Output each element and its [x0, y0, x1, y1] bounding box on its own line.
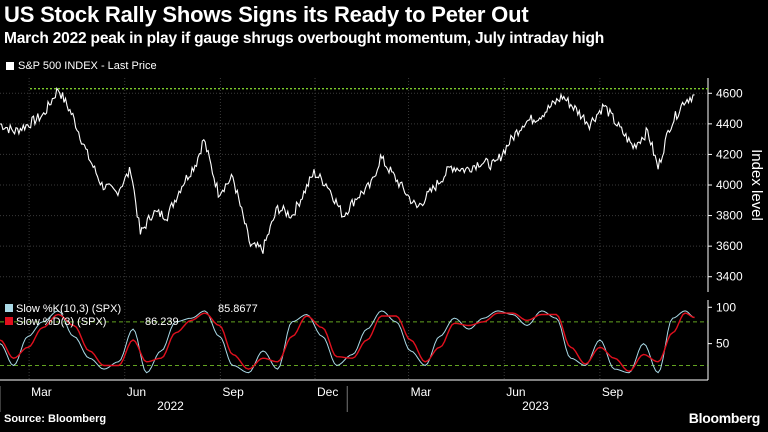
osc-legend-value-0: 85.8677	[218, 303, 258, 315]
chart-title: US Stock Rally Shows Signs its Ready to …	[4, 2, 529, 27]
x-tick-5: Jun	[506, 385, 525, 399]
price-legend-label: S&P 500 INDEX - Last Price	[18, 60, 157, 72]
x-tick-2: Sep	[222, 385, 244, 399]
osc-y-tick-50: 50	[716, 337, 730, 351]
price-y-tick-4400: 4400	[716, 117, 743, 131]
slow-d-line	[0, 312, 695, 373]
x-tick-1: Jun	[127, 385, 146, 399]
chart-subtitle: March 2022 peak in play if gauge shrugs …	[4, 30, 605, 47]
price-y-tick-3800: 3800	[716, 209, 743, 223]
osc-legend-swatch-0	[5, 304, 13, 312]
osc-legend-label-1: Slow %D(3) (SPX)	[16, 316, 106, 328]
osc-y-tick-100: 100	[716, 300, 736, 314]
slow-k-line	[0, 310, 695, 374]
price-y-tick-4200: 4200	[716, 147, 743, 161]
price-legend-swatch	[6, 62, 14, 70]
x-tick-4: Mar	[411, 385, 432, 399]
price-y-axis-label: Index level	[748, 149, 765, 221]
price-y-tick-4600: 4600	[716, 86, 743, 100]
price-series-line	[0, 87, 695, 254]
x-tick-6: Sep	[602, 385, 624, 399]
price-y-tick-3400: 3400	[716, 270, 743, 284]
source-note: Source: Bloomberg	[4, 413, 107, 425]
bloomberg-logo: Bloomberg	[688, 410, 761, 426]
osc-legend-value-1: 86.239	[145, 316, 179, 328]
x-tick-3: Dec	[317, 385, 338, 399]
osc-legend-label-0: Slow %K(10,3) (SPX)	[16, 303, 121, 315]
price-legend: S&P 500 INDEX - Last Price	[6, 60, 157, 72]
price-y-tick-3600: 3600	[716, 239, 743, 253]
x-tick-0: Mar	[31, 385, 52, 399]
osc-legend-swatch-1	[5, 317, 13, 325]
price-y-tick-4000: 4000	[716, 178, 743, 192]
year-label-2023: 2023	[522, 399, 549, 413]
year-label-2022: 2022	[157, 399, 184, 413]
